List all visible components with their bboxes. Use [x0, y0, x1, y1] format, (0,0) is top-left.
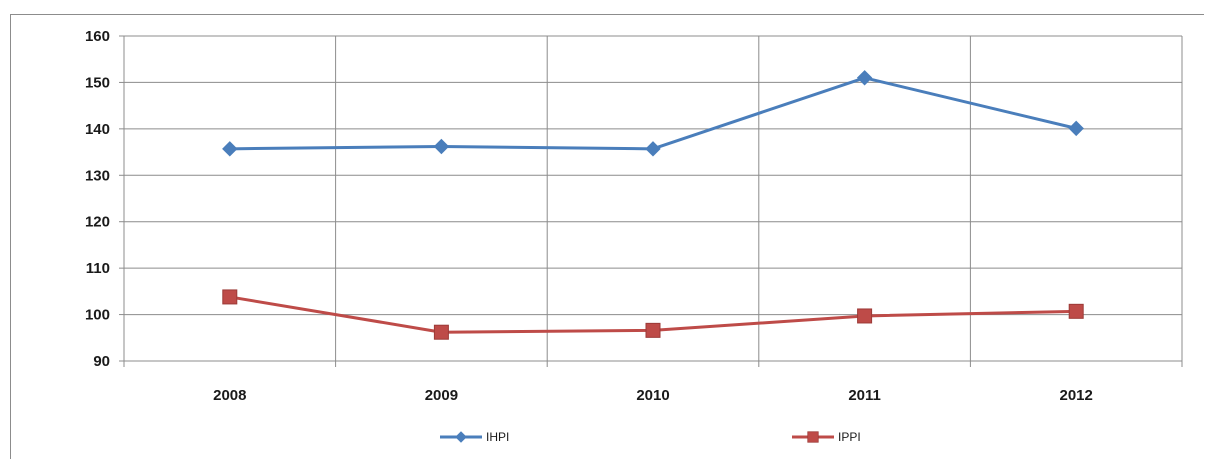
y-tick-label: 90 — [93, 353, 110, 370]
data-point-ippi — [645, 322, 661, 338]
axes — [123, 36, 1182, 362]
data-point-ippi — [222, 289, 238, 305]
series-group — [222, 70, 1084, 340]
chart-frame — [10, 14, 1204, 459]
legend-label-ihpi: IHPI — [486, 430, 509, 444]
data-point-ippi — [433, 324, 449, 340]
data-point-ippi — [1068, 303, 1084, 319]
y-tick-label: 110 — [86, 260, 110, 277]
x-tick-label: 2011 — [848, 387, 881, 404]
y-tick-label: 160 — [85, 28, 110, 45]
series-line-ihpi — [229, 76, 1077, 151]
x-tick-label: 2010 — [636, 387, 669, 404]
y-tick-label: 150 — [85, 74, 110, 91]
data-point-ihpi — [645, 141, 661, 157]
legend: IHPI IPPI — [440, 430, 861, 444]
data-point-ihpi — [433, 138, 450, 155]
data-point-ihpi — [222, 141, 238, 157]
data-point-ippi — [857, 308, 873, 324]
x-axis-ticks: 2008 2009 2010 2011 2012 — [123, 361, 1183, 404]
y-tick-label: 130 — [85, 167, 110, 184]
legend-label-ippi: IPPI — [838, 430, 861, 444]
y-tick-label: 100 — [85, 307, 110, 324]
x-tick-label: 2009 — [425, 387, 458, 404]
y-axis-ticks: 90 100 110 120 130 140 150 160 — [85, 28, 124, 370]
gridlines — [124, 35, 1183, 362]
x-tick-label: 2012 — [1060, 387, 1093, 404]
legend-marker-ippi — [807, 431, 819, 443]
y-tick-label: 120 — [85, 214, 110, 231]
legend-marker-ihpi — [455, 431, 467, 443]
data-point-ihpi — [856, 70, 873, 86]
y-tick-label: 140 — [85, 121, 110, 138]
x-tick-label: 2008 — [213, 387, 246, 404]
data-point-ihpi — [1068, 120, 1084, 137]
